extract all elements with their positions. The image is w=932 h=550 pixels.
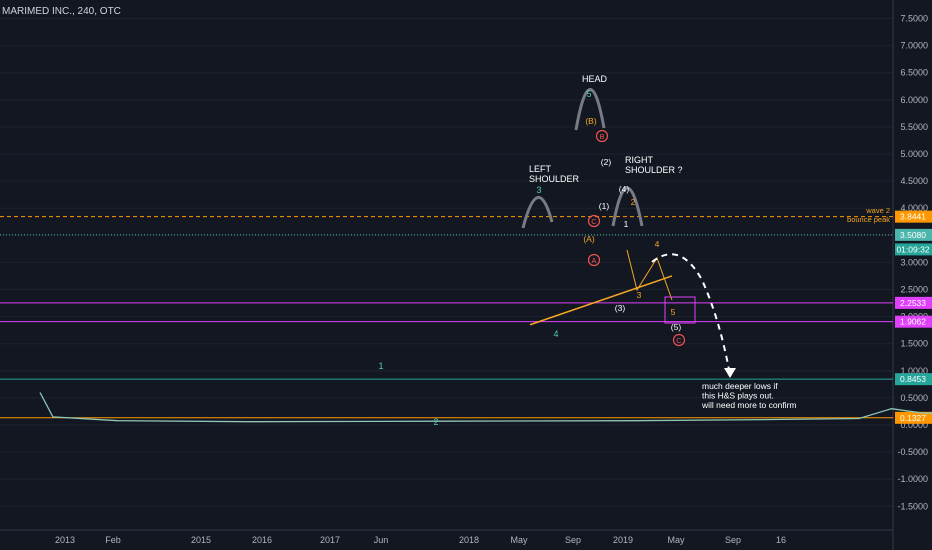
price-tag-bg <box>895 228 932 241</box>
left-shoulder-arc <box>521 196 554 229</box>
price-tag-bg <box>895 315 932 328</box>
y-tick-label: -1.0000 <box>897 474 928 484</box>
price-tag-bg <box>895 210 932 223</box>
x-tick-label: 2018 <box>459 535 479 545</box>
wave2-note: wave 2 <box>865 206 890 215</box>
y-tick-label: 2.5000 <box>900 285 928 295</box>
wave-label-teal: 2 <box>433 417 438 427</box>
y-tick-label: 5.5000 <box>900 122 928 132</box>
bottom-note: much deeper lows if <box>702 381 778 391</box>
wave-label-orange: 3 <box>637 290 642 300</box>
x-tick-label: Feb <box>105 535 121 545</box>
y-tick-label: 1.5000 <box>900 339 928 349</box>
price-tag-bg <box>895 411 932 424</box>
y-tick-label: 0.0000 <box>900 420 928 430</box>
x-tick-label: 2016 <box>252 535 272 545</box>
wave-label-white: (2) <box>601 157 612 167</box>
price-tag-label: 0.8453 <box>900 374 926 384</box>
x-tick-label: 16 <box>776 535 786 545</box>
wave-label-circle: C <box>676 336 682 345</box>
wave-label-orange: 4 <box>655 239 660 249</box>
right-shoulder-arc <box>611 186 644 227</box>
wave-label-white: (4) <box>619 184 630 194</box>
wave-label-white: (1) <box>599 201 610 211</box>
x-tick-label: 2015 <box>191 535 211 545</box>
y-tick-label: 0.5000 <box>900 393 928 403</box>
x-tick-label: 2017 <box>320 535 340 545</box>
projection-dashed-arc <box>651 253 731 376</box>
right-shoulder-label: RIGHT <box>625 155 654 165</box>
y-tick-label: 6.0000 <box>900 95 928 105</box>
wave-label-circle: A <box>591 256 596 265</box>
head-arc <box>574 88 606 131</box>
y-tick-label: -1.5000 <box>897 501 928 511</box>
countdown-tag-label: 01:09:32 <box>896 244 929 254</box>
wave-circle-marker <box>587 214 601 228</box>
bottom-note: will need more to confirm <box>701 400 796 410</box>
y-tick-label: 4.5000 <box>900 176 928 186</box>
left-shoulder-label: LEFT <box>529 164 552 174</box>
wave-label-teal: 3 <box>536 185 541 195</box>
projection-arrow-head <box>724 368 736 378</box>
y-tick-label: 4.0000 <box>900 203 928 213</box>
wave-label-white: 1 <box>624 219 629 229</box>
wave-label-orange: (B) <box>585 116 597 126</box>
y-tick-label: 6.5000 <box>900 68 928 78</box>
bounce-peak-note: bounce peak <box>847 215 890 224</box>
x-tick-label: Jun <box>374 535 389 545</box>
wave-label-teal: 4 <box>553 329 558 339</box>
wave-label-circle: C <box>591 217 597 226</box>
price-tag-label: 3.5080 <box>900 230 926 240</box>
wave-label-teal: 1 <box>378 361 383 371</box>
wave-circle-marker <box>672 333 686 347</box>
price-tag-bg <box>895 296 932 309</box>
y-tick-label: 5.0000 <box>900 149 928 159</box>
x-tick-label: May <box>667 535 685 545</box>
x-tick-label: 2019 <box>613 535 633 545</box>
y-tick-label: 3.0000 <box>900 257 928 267</box>
right-shoulder-label: SHOULDER ? <box>625 165 683 175</box>
price-tag-bg <box>895 373 932 386</box>
x-tick-label: May <box>510 535 528 545</box>
price-series-line <box>39 392 932 423</box>
y-tick-label: 1.0000 <box>900 366 928 376</box>
target-box <box>664 296 696 324</box>
wave-circle-marker <box>587 253 601 267</box>
neckline-trendline <box>529 275 673 326</box>
wave-label-white: (3) <box>615 303 626 313</box>
left-shoulder-label: SHOULDER <box>529 174 580 184</box>
y-tick-label: 7.5000 <box>900 14 928 24</box>
symbol-title: MARIMED INC., 240, OTC <box>2 6 121 17</box>
price-tag-label: 2.2533 <box>900 298 926 308</box>
wave-label-orange: 2 <box>631 197 636 207</box>
price-tag-label: 3.8441 <box>900 212 926 222</box>
y-tick-label: 7.0000 <box>900 41 928 51</box>
wave-label-orange: (A) <box>583 234 595 244</box>
y-tick-label: -0.5000 <box>897 447 928 457</box>
head-label: HEAD <box>582 74 608 84</box>
countdown-tag-bg <box>895 243 932 256</box>
wave-circle-marker <box>595 129 609 143</box>
x-tick-label: 2013 <box>55 535 75 545</box>
wave-label-circle: B <box>599 132 604 141</box>
x-tick-label: Sep <box>565 535 581 545</box>
wave-label-orange: 5 <box>671 307 676 317</box>
wave-label-white: (5) <box>671 322 682 332</box>
x-tick-label: Sep <box>725 535 741 545</box>
price-tag-label: 1.9062 <box>900 317 926 327</box>
price-tag-label: 0.1327 <box>900 413 926 423</box>
wave-label-teal: 5 <box>586 89 591 99</box>
projection-orange-path <box>626 249 673 301</box>
bottom-note: this H&S plays out. <box>702 391 774 401</box>
